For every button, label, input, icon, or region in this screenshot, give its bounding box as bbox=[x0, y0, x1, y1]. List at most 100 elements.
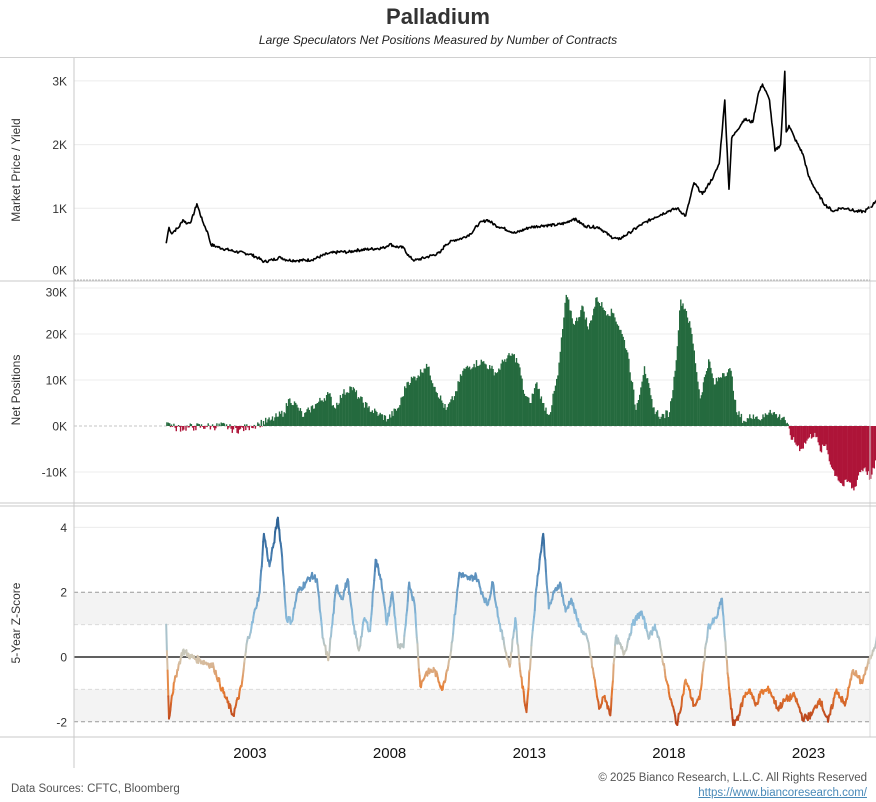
net-long-bar bbox=[466, 365, 469, 426]
net-short-bar bbox=[800, 426, 802, 449]
net-long-bar bbox=[713, 384, 715, 426]
net-long-bar bbox=[492, 369, 494, 426]
net-short-bar bbox=[187, 426, 189, 428]
net-long-bar bbox=[566, 297, 569, 426]
net-long-bar bbox=[475, 360, 478, 426]
copyright: © 2025 Bianco Research, L.L.C. All Right… bbox=[598, 772, 867, 784]
net-long-bar bbox=[677, 330, 680, 426]
net-short-bar bbox=[833, 426, 835, 471]
net-short-bar bbox=[789, 426, 792, 436]
net-long-bar bbox=[787, 424, 789, 426]
net-short-bar bbox=[185, 426, 187, 431]
net-long-bar bbox=[473, 363, 475, 426]
net-short-bar bbox=[231, 426, 233, 433]
net-long-bar bbox=[740, 413, 743, 426]
zscore-segment bbox=[360, 628, 364, 638]
net-long-bar bbox=[361, 397, 363, 426]
zscore-segment bbox=[512, 630, 515, 639]
net-long-bar bbox=[668, 412, 671, 426]
net-short-bar bbox=[176, 426, 179, 427]
net-long-bar bbox=[674, 370, 676, 426]
net-long-bar bbox=[196, 423, 198, 426]
zscore-segment bbox=[414, 613, 418, 629]
net-long-bar bbox=[509, 355, 511, 426]
zscore-segment bbox=[265, 547, 269, 557]
net-short-bar bbox=[802, 426, 804, 449]
zscore-segment bbox=[259, 569, 263, 582]
net-long-bar bbox=[393, 408, 395, 426]
zscore-segment bbox=[660, 653, 664, 663]
net-long-bar bbox=[372, 413, 375, 426]
net-long-bar bbox=[479, 364, 481, 426]
zscore-segment bbox=[283, 598, 287, 610]
net-long-bar bbox=[759, 420, 762, 426]
net-long-bar bbox=[745, 422, 747, 426]
net-long-bar bbox=[780, 419, 782, 426]
zscore-segment bbox=[318, 596, 321, 611]
net-long-bar bbox=[354, 392, 357, 426]
net-short-bar bbox=[793, 426, 795, 438]
net-short-bar bbox=[808, 426, 810, 438]
net-short-bar bbox=[794, 426, 796, 443]
zscore-segment bbox=[278, 528, 281, 542]
net-long-bar bbox=[666, 410, 668, 426]
zscore-segment bbox=[165, 623, 168, 652]
net-long-bar bbox=[169, 423, 171, 426]
net-long-bar bbox=[728, 369, 730, 426]
net-long-bar bbox=[447, 403, 450, 426]
net-short-bar bbox=[834, 426, 836, 476]
zscore-segment bbox=[517, 654, 521, 665]
net-long-bar bbox=[472, 367, 474, 426]
net-long-bar bbox=[369, 411, 371, 426]
net-short-bar bbox=[199, 426, 202, 428]
zscore-segment bbox=[667, 684, 670, 694]
net-long-bar bbox=[299, 408, 302, 426]
net-long-bar bbox=[455, 391, 457, 426]
zscore-segment bbox=[846, 686, 850, 697]
zscore-segment bbox=[273, 531, 277, 544]
zscore-segment bbox=[403, 628, 406, 637]
net-short-bar bbox=[825, 426, 827, 445]
net-long-bar bbox=[658, 416, 660, 426]
website-link[interactable]: https://www.biancoresearch.com/ bbox=[698, 787, 867, 799]
net-long-bar bbox=[490, 368, 492, 426]
net-long-bar bbox=[570, 310, 572, 426]
net-long-bar bbox=[644, 373, 647, 426]
net-short-bar bbox=[816, 426, 818, 437]
net-long-bar bbox=[700, 395, 703, 426]
zscore-segment bbox=[377, 567, 381, 576]
zscore-segment bbox=[457, 577, 460, 587]
net-long-bar bbox=[571, 318, 573, 426]
grid-layer bbox=[74, 80, 870, 528]
zscore-segment bbox=[387, 606, 391, 617]
net-short-bar bbox=[235, 426, 237, 428]
net-long-bar bbox=[363, 407, 366, 426]
net-long-bar bbox=[589, 323, 591, 426]
net-long-bar bbox=[414, 376, 416, 426]
net-short-bar bbox=[849, 426, 852, 483]
net-long-bar bbox=[586, 326, 589, 426]
net-long-bar bbox=[291, 405, 293, 426]
zscore-segment bbox=[706, 626, 709, 639]
net-long-bar bbox=[330, 396, 332, 426]
net-long-bar bbox=[518, 363, 520, 426]
net-long-bar bbox=[207, 423, 209, 426]
net-long-bar bbox=[572, 323, 575, 426]
net-short-bar bbox=[247, 426, 249, 428]
net-long-bar bbox=[785, 423, 787, 426]
net-short-bar bbox=[864, 426, 866, 468]
zscore-segment bbox=[359, 636, 362, 647]
zscore-segment bbox=[355, 637, 359, 647]
net-long-bar bbox=[461, 375, 463, 426]
zscore-segment bbox=[452, 623, 455, 635]
net-long-bar bbox=[636, 403, 638, 426]
net-long-bar bbox=[538, 388, 540, 426]
net-short-bar bbox=[201, 426, 204, 427]
data-layer bbox=[165, 70, 876, 727]
net-long-bar bbox=[293, 401, 296, 426]
net-long-bar bbox=[667, 417, 670, 426]
zscore-segment bbox=[595, 688, 598, 698]
zscore-segment bbox=[522, 690, 526, 703]
net-long-bar bbox=[494, 372, 496, 426]
net-long-bar bbox=[325, 395, 328, 426]
